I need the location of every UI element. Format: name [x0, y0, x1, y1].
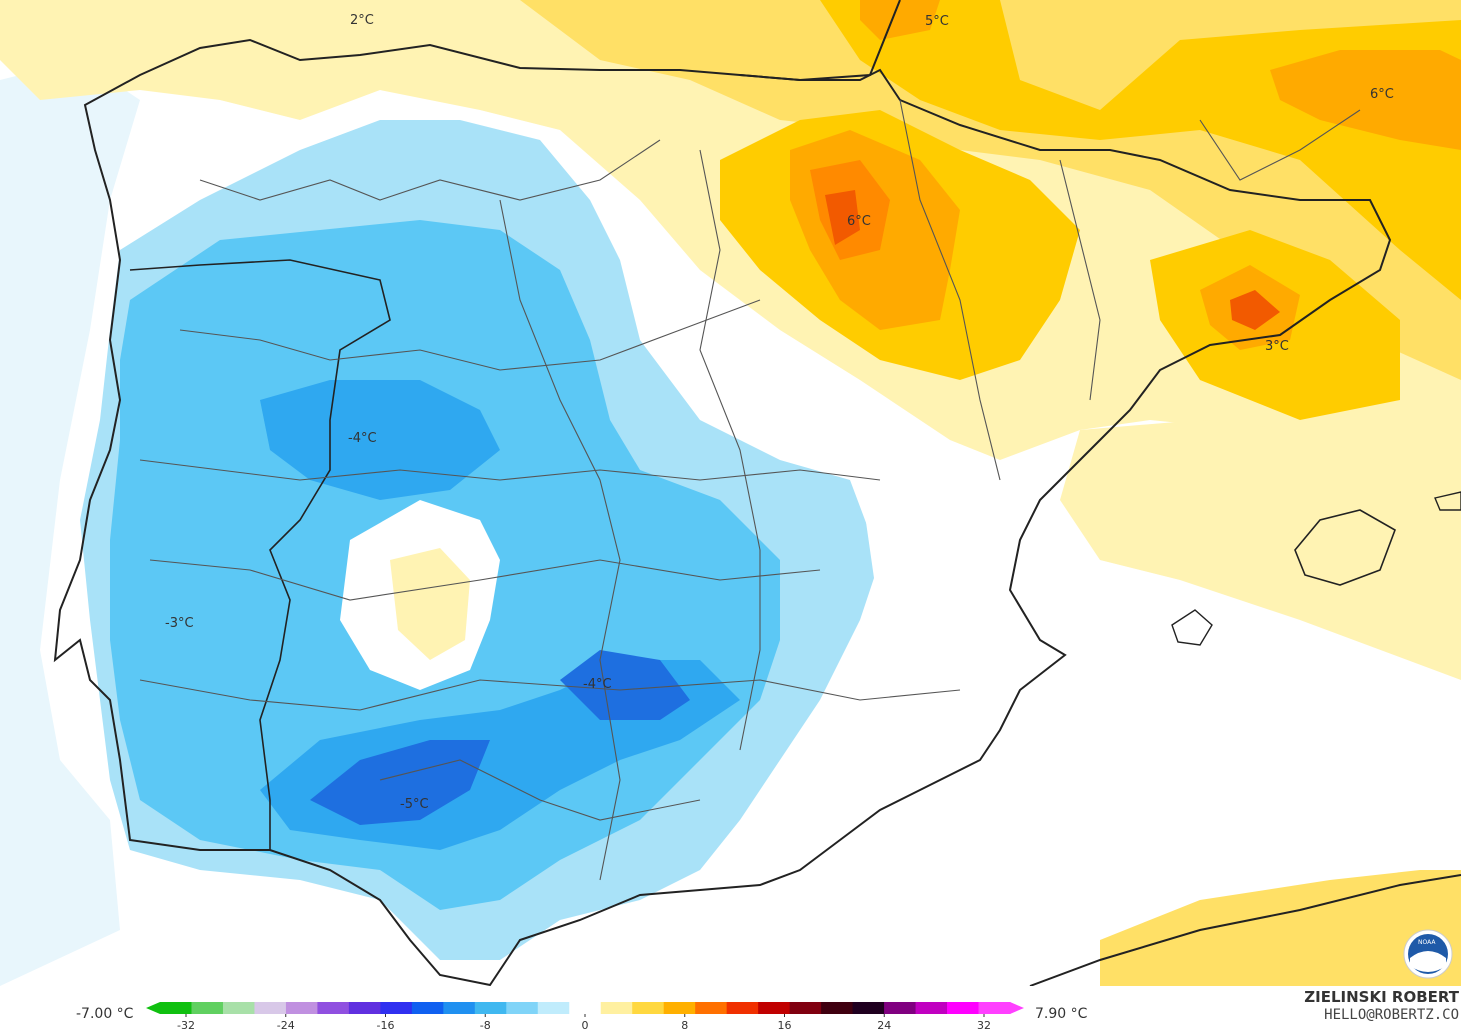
southeast-colder-area: [560, 650, 690, 720]
label-6c-ebro: 6°C: [847, 214, 871, 229]
colorbar-max-arrow: [1010, 1002, 1024, 1014]
legend-colorbar: -32 -24 -16 -8 0 8 16 24 32: [146, 1002, 1024, 1032]
france-hot-area: [1270, 50, 1461, 150]
colorbar-segment: [317, 1002, 350, 1014]
mallorca-island: [1294, 509, 1396, 586]
legend-max-label: 7.90 °C: [1035, 1006, 1088, 1022]
label-2c-northwest: 2°C: [350, 13, 374, 28]
svg-text:NOAA: NOAA: [1418, 939, 1436, 946]
iberia-coastline: [53, 38, 1392, 986]
label-5c-north: 5°C: [925, 14, 949, 29]
atlantic-cool-area: [0, 60, 140, 986]
colorbar-min-arrow: [146, 1002, 160, 1014]
colorbar-segment: [474, 1002, 507, 1014]
colorbar-tick-label: 0: [582, 1019, 589, 1032]
label-minus3-portugal: -3°C: [165, 616, 194, 631]
author-name: ZIELINSKI ROBERT: [1304, 988, 1459, 1006]
mediterranean-neutral-area: [820, 460, 1461, 986]
colorbar-segment: [254, 1002, 287, 1014]
menorca-island: [1434, 491, 1461, 511]
colorbar-segment: [160, 1002, 192, 1014]
colorbar-tick-label: 16: [778, 1019, 792, 1032]
ibiza-island: [1171, 609, 1213, 646]
label-minus4-west: -4°C: [348, 431, 377, 446]
colorbar-segment: [380, 1002, 413, 1014]
colorbar-segment: [600, 1002, 633, 1014]
central-warm-island: [390, 548, 470, 660]
colorbar-tick-label: -24: [277, 1019, 295, 1032]
colorbar-segment: [663, 1002, 696, 1014]
colorbar-segment: [884, 1002, 917, 1014]
label-3c-catalonia: 3°C: [1265, 339, 1289, 354]
legend-min-label: -7.00 °C: [76, 1006, 134, 1022]
label-6c-northeast: 6°C: [1370, 87, 1394, 102]
north-hot-spot: [860, 0, 940, 40]
colorbar-segment: [978, 1002, 1011, 1014]
colorbar-tick-label: -32: [177, 1019, 195, 1032]
ebro-peak-area: [825, 190, 860, 245]
colorbar-tick-label: 32: [977, 1019, 991, 1032]
temperature-anomaly-map: 2°C 5°C 6°C 6°C 3°C -4°C -3°C -4°C -5°C …: [0, 0, 1461, 986]
label-minus4-southeast: -4°C: [583, 677, 612, 692]
colorbar-segment: [537, 1002, 570, 1014]
legend-footer: -32 -24 -16 -8 0 8 16 24 32: [0, 986, 1461, 1035]
colorbar-tick-label: 8: [681, 1019, 688, 1032]
colorbar-segment: [443, 1002, 476, 1014]
colorbar-tick-label: -16: [377, 1019, 395, 1032]
colorbar-segment: [789, 1002, 822, 1014]
north-african-coast: [1029, 874, 1461, 986]
contour-labels: 2°C 5°C 6°C 6°C 3°C -4°C -3°C -4°C -5°C: [165, 13, 1394, 812]
colorbar-segment: [695, 1002, 728, 1014]
colorbar-segment: [947, 1002, 980, 1014]
colorbar-tick-label: 24: [877, 1019, 891, 1032]
colorbar-segment: [191, 1002, 224, 1014]
colorbar-segment: [222, 1002, 255, 1014]
colorbar-tick-label: -8: [480, 1019, 491, 1032]
colorbar-segment: [852, 1002, 885, 1014]
central-cold-west: [260, 380, 500, 500]
mediterranean-warm-area: [1060, 420, 1461, 680]
colorbar-segment: [726, 1002, 759, 1014]
noaa-logo-icon: NOAA: [1403, 929, 1453, 979]
colorbar-segment: [348, 1002, 381, 1014]
colorbar-segment: [506, 1002, 539, 1014]
colorbar-segment: [285, 1002, 318, 1014]
colorbar-segment: [915, 1002, 948, 1014]
label-minus5-south: -5°C: [400, 797, 429, 812]
france-border: [739, 0, 901, 82]
admin-borders: [139, 99, 1361, 881]
colorbar-segment: [758, 1002, 791, 1014]
catalonia-core-area: [1230, 290, 1280, 330]
portugal-spain-border: [129, 259, 391, 850]
colorbar-segment: [569, 1002, 602, 1014]
south-mediterranean-warm: [1100, 870, 1461, 986]
colorbar-segment: [632, 1002, 665, 1014]
south-colder-area: [310, 740, 490, 825]
colorbar-segment: [821, 1002, 854, 1014]
colorbar-segment: [411, 1002, 444, 1014]
author-email: HELLO@ROBERTZ.CO: [1324, 1007, 1459, 1023]
